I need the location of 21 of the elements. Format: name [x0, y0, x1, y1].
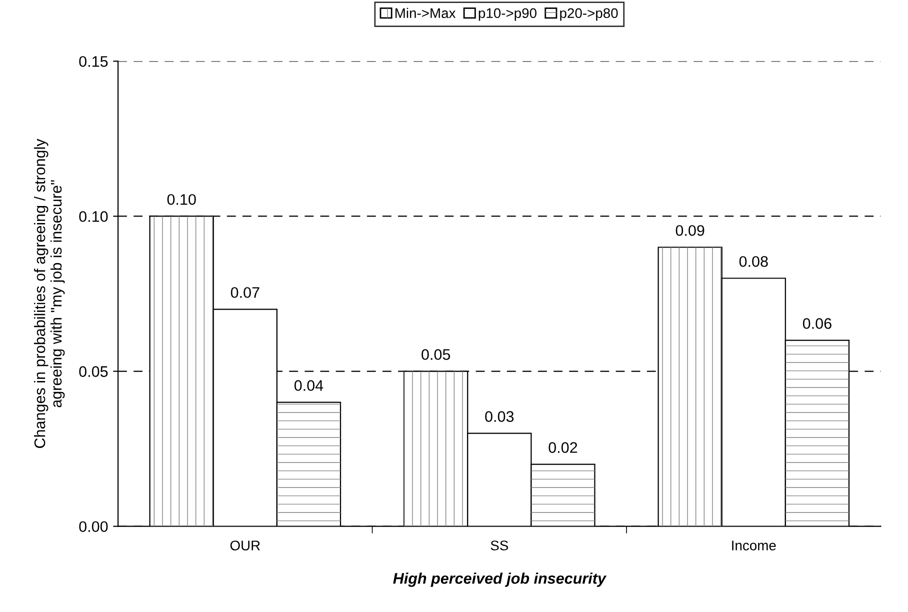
data-label: 0.03 [485, 411, 514, 422]
data-label: 0.09 [676, 225, 704, 236]
data-label: 0.02 [548, 442, 578, 453]
x-tick-label: OUR [230, 540, 260, 550]
x-axis-title: High perceived job insecurity [393, 572, 607, 587]
data-label: 0.07 [230, 287, 260, 298]
legend-label: Min->Max [396, 8, 456, 18]
legend-label: p20->p80 [560, 8, 618, 21]
data-label: 0.06 [802, 318, 832, 329]
x-tick-label: SS [490, 540, 508, 550]
x-tick-label: Income [732, 540, 776, 550]
data-label: 0.08 [739, 256, 768, 267]
y-tick-label: 0.05 [79, 366, 108, 377]
y-tick-label: 0.00 [79, 521, 108, 532]
data-label: 0.10 [167, 194, 196, 205]
data-label: 0.05 [422, 349, 450, 360]
legend-label: p10->p90 [478, 8, 536, 21]
y-tick-label: 0.15 [79, 56, 108, 67]
y-axis-title: Changes in probabilities of agreeing / strongly agreeing with "my job is insecure" [34, 138, 65, 448]
y-tick-label: 0.10 [79, 211, 108, 222]
data-label: 0.04 [294, 380, 324, 391]
